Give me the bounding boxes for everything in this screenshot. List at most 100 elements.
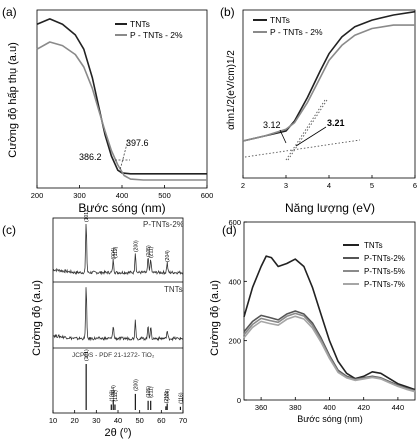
x-ticks-a: 200 300 400 500 600: [31, 185, 214, 200]
x-tick-label: 10: [49, 416, 57, 425]
x-ticks-c: 10 20 30 40 50 60 70: [49, 410, 187, 425]
panel-label-a: (a): [2, 5, 17, 19]
x-tick-label: 500: [158, 191, 171, 200]
x-tick-label: 60: [157, 416, 165, 425]
series-line-p-tnts-2-: [242, 24, 415, 142]
series-b: [242, 10, 416, 142]
series-a: [36, 18, 207, 181]
tangent-line-b-3: [287, 99, 328, 161]
panel-label-b: (b): [220, 5, 235, 19]
annotation-line-a-2: [119, 139, 129, 171]
xrd-pattern-tnts: [52, 287, 184, 342]
reference-stick-label: (116): [178, 392, 184, 404]
panel-c: (c) 10 20 30 40 50 60 70 (101)(004)(200) (105)(…: [2, 210, 187, 439]
y-axis-label-b: αhn1/2(eV/cm)1/2: [226, 50, 237, 130]
series-d: [243, 255, 416, 393]
series-c: (101)(004)(200) (105)(211) (204)(101)(103)…: [52, 210, 184, 410]
x-ticks-d: 360 380 400 420 440: [255, 397, 404, 412]
reference-stick-label: (004): [111, 385, 117, 397]
series-line-tnts: [36, 18, 207, 175]
peak-label: (105): [146, 245, 152, 257]
x-ticks-b: 2 3 4 5 6: [241, 175, 417, 190]
plot-frame-b: [242, 9, 416, 179]
x-tick-label: 70: [179, 416, 187, 425]
y-axis-label-d: Cường độ (a.u): [209, 280, 221, 356]
panel-b: (b) 2 3 4 5 6 Năng lượng (eV) αhn1/2(eV/cm)1…: [220, 5, 417, 215]
x-tick-label: 4: [327, 181, 331, 190]
legend-label-d-tnts: TNTs: [364, 241, 383, 250]
x-tick-label: 400: [323, 403, 336, 412]
plot-frame-d: [243, 221, 416, 401]
legend-label-d-p5: P-TNTs-5%: [364, 267, 405, 276]
x-tick-label: 2: [241, 181, 245, 190]
peak-label: (004): [111, 247, 117, 259]
reference-stick-label: (213): [164, 391, 170, 403]
x-tick-label: 40: [114, 416, 122, 425]
panel-label-d: (d): [222, 223, 237, 237]
series-line-p-tnts-2-: [36, 41, 207, 181]
reference-stick-label: (103): [109, 389, 115, 401]
x-tick-label: 600: [201, 191, 214, 200]
series-line-p-tnts-7-: [243, 315, 416, 393]
peak-label: (204): [165, 250, 171, 262]
legend-label-d-p2: P-TNTs-2%: [364, 254, 405, 263]
legend-label-a-p2: P - TNTs - 2%: [130, 30, 183, 40]
x-tick-label: 3: [284, 181, 288, 190]
y-tick-label: 200: [228, 337, 241, 346]
x-tick-label: 20: [70, 416, 78, 425]
x-tick-label: 300: [73, 191, 86, 200]
x-axis-label-c: 2θ (⁰): [104, 427, 131, 439]
series-line-tnts: [243, 255, 416, 391]
legend-label-b-p2: P - TNTs - 2%: [270, 27, 323, 37]
x-tick-label: 420: [357, 403, 370, 412]
x-tick-label: 5: [370, 181, 374, 190]
panel-label-c: (c): [2, 223, 16, 237]
peak-label: (101): [84, 210, 90, 222]
annotation-b-321: 3.21: [327, 118, 345, 128]
subpanel-label-c-jcpds: JCPDS - PDF 21-1272- TiO₂: [72, 352, 155, 359]
reference-stick-label: (112): [113, 390, 119, 402]
x-tick-label: 200: [31, 191, 44, 200]
xrd-pattern-p-tnts-2: [52, 223, 184, 276]
tangent-line-b-1: [285, 99, 326, 161]
subpanel-label-c-p2: P-TNTs-2%: [143, 220, 184, 229]
panel-d: (d) 360 380 400 420 440 0 200 400 600 Bước sóng…: [209, 218, 416, 424]
arrow-b-2: [295, 126, 327, 147]
peak-label: (211): [149, 246, 155, 258]
annotation-a-397: 397.6: [126, 138, 149, 148]
y-axis-label-a: Cường độ hấp thụ (a.u): [7, 42, 19, 157]
x-tick-label: 440: [392, 403, 405, 412]
reference-stick-label: (101): [84, 349, 90, 361]
reference-stick-label: (211): [149, 386, 155, 398]
legend-label-a-tnts: TNTs: [130, 19, 150, 29]
x-axis-label-d: Bước sóng (nm): [297, 414, 362, 424]
subpanel-label-c-tnts: TNTs: [164, 285, 183, 294]
legend-label-b-tnts: TNTs: [270, 15, 290, 25]
series-line-tnts: [242, 10, 416, 142]
y-tick-label: 600: [228, 218, 241, 227]
x-tick-label: 30: [92, 416, 100, 425]
reference-stick-label: (204): [165, 389, 171, 401]
y-tick-label: 400: [228, 277, 241, 286]
x-tick-label: 360: [255, 403, 268, 412]
peak-label-extra: (112): [113, 246, 119, 258]
y-axis-label-c: Cường độ (a.u): [31, 280, 43, 356]
x-tick-label: 400: [116, 191, 129, 200]
arrow-b-1: [279, 129, 287, 144]
y-ticks-d: 0 200 400 600: [228, 218, 247, 405]
x-tick-label: 50: [135, 416, 143, 425]
annotation-a-386: 386.2: [79, 152, 102, 162]
reference-stick-label: (200): [133, 379, 139, 391]
panel-a: (a) 200 300 400 500 600 Bước sóng (nm) Cường…: [2, 5, 213, 215]
x-axis-label-b: Năng lượng (eV): [285, 201, 375, 215]
tangent-line-b-2: [244, 139, 361, 158]
x-tick-label: 6: [413, 181, 417, 190]
annotation-b-312: 3.12: [263, 120, 281, 130]
y-tick-label: 0: [237, 396, 241, 405]
peak-label: (200): [133, 240, 139, 252]
reference-stick-label: (105): [146, 386, 152, 398]
legend-label-d-p7: P-TNTs-7%: [364, 280, 405, 289]
x-axis-label-a: Bước sóng (nm): [78, 201, 165, 215]
x-tick-label: 380: [289, 403, 302, 412]
